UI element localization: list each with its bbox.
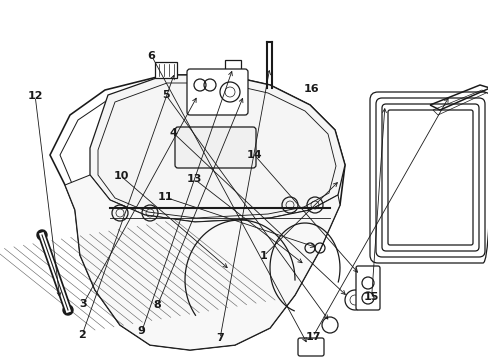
Text: 5: 5 xyxy=(162,90,170,100)
Text: 1: 1 xyxy=(260,251,267,261)
Text: 9: 9 xyxy=(138,326,145,336)
PathPatch shape xyxy=(65,175,339,350)
Text: 14: 14 xyxy=(246,150,262,160)
Text: 17: 17 xyxy=(305,332,320,342)
Text: 4: 4 xyxy=(169,128,177,138)
Text: 8: 8 xyxy=(153,300,161,310)
Text: 15: 15 xyxy=(363,292,379,302)
FancyBboxPatch shape xyxy=(186,69,247,115)
FancyBboxPatch shape xyxy=(355,266,379,310)
Text: 7: 7 xyxy=(216,333,224,343)
Text: 2: 2 xyxy=(78,330,86,340)
PathPatch shape xyxy=(90,75,345,222)
Text: 6: 6 xyxy=(147,51,155,61)
Bar xyxy=(224,60,241,74)
Text: 12: 12 xyxy=(27,91,43,102)
Circle shape xyxy=(63,305,73,315)
Text: 3: 3 xyxy=(79,299,87,309)
FancyBboxPatch shape xyxy=(297,338,324,356)
Text: 13: 13 xyxy=(186,174,202,184)
Bar xyxy=(155,62,177,78)
Circle shape xyxy=(37,230,47,240)
FancyBboxPatch shape xyxy=(175,127,256,168)
Text: 11: 11 xyxy=(157,192,173,202)
Text: 16: 16 xyxy=(304,84,319,94)
Text: 10: 10 xyxy=(113,171,129,181)
